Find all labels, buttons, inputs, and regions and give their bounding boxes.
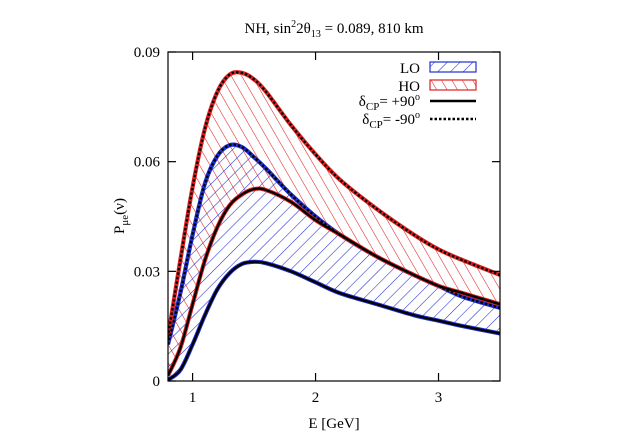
y-tick-label: 0: [153, 374, 161, 390]
x-tick-label: 3: [435, 390, 443, 406]
title-post: = 0.089, 810 km: [321, 21, 424, 37]
x-tick-label: 1: [189, 390, 197, 406]
title-pre: NH, sin: [245, 21, 292, 37]
legend-lo-label: LO: [400, 61, 420, 77]
y-tick-label: 0.06: [134, 155, 161, 171]
legend-plus90-label: δCP= +90o: [359, 92, 420, 113]
title-mid: 2θ: [296, 21, 311, 37]
curves-layer: [168, 70, 500, 381]
title-sub: 13: [311, 29, 321, 40]
legend-ho-swatch: [429, 79, 477, 91]
series-line-ho-plus90: [168, 187, 500, 376]
x-axis-label: E [GeV]: [308, 416, 359, 432]
plot-frame: [167, 51, 501, 382]
ylabel-sub: μe: [119, 215, 131, 226]
band-lo: [168, 144, 500, 380]
series-line-lo-minus90: [168, 143, 500, 345]
series-line-lo-plus90: [168, 260, 500, 381]
title-sup: 2: [291, 19, 296, 30]
legend-lo-swatch: [429, 61, 477, 73]
chart-title: NH, sin22θ13 = 0.089, 810 km: [245, 19, 424, 40]
x-tick-label: 2: [312, 390, 320, 406]
y-tick-label: 0.09: [134, 45, 160, 61]
legend-minus90-label: δCP= -90o: [362, 110, 420, 131]
ylabel-post: (ν): [112, 198, 128, 215]
y-axis-label: Pμe(ν): [112, 198, 131, 234]
band-ho: [168, 72, 500, 376]
bands-layer: [168, 72, 500, 380]
legend: LO HO δCP= +90o δCP= -90o: [359, 61, 477, 131]
axis-ticks: 1 2 3 0 0.03 0.06 0.09: [134, 45, 500, 406]
y-tick-label: 0.03: [134, 264, 160, 280]
legend-ho-label: HO: [398, 79, 420, 95]
ylabel-main: P: [112, 226, 128, 234]
svg-text:Pμe(ν): Pμe(ν): [112, 198, 131, 234]
series-line-ho-minus90: [168, 71, 500, 338]
